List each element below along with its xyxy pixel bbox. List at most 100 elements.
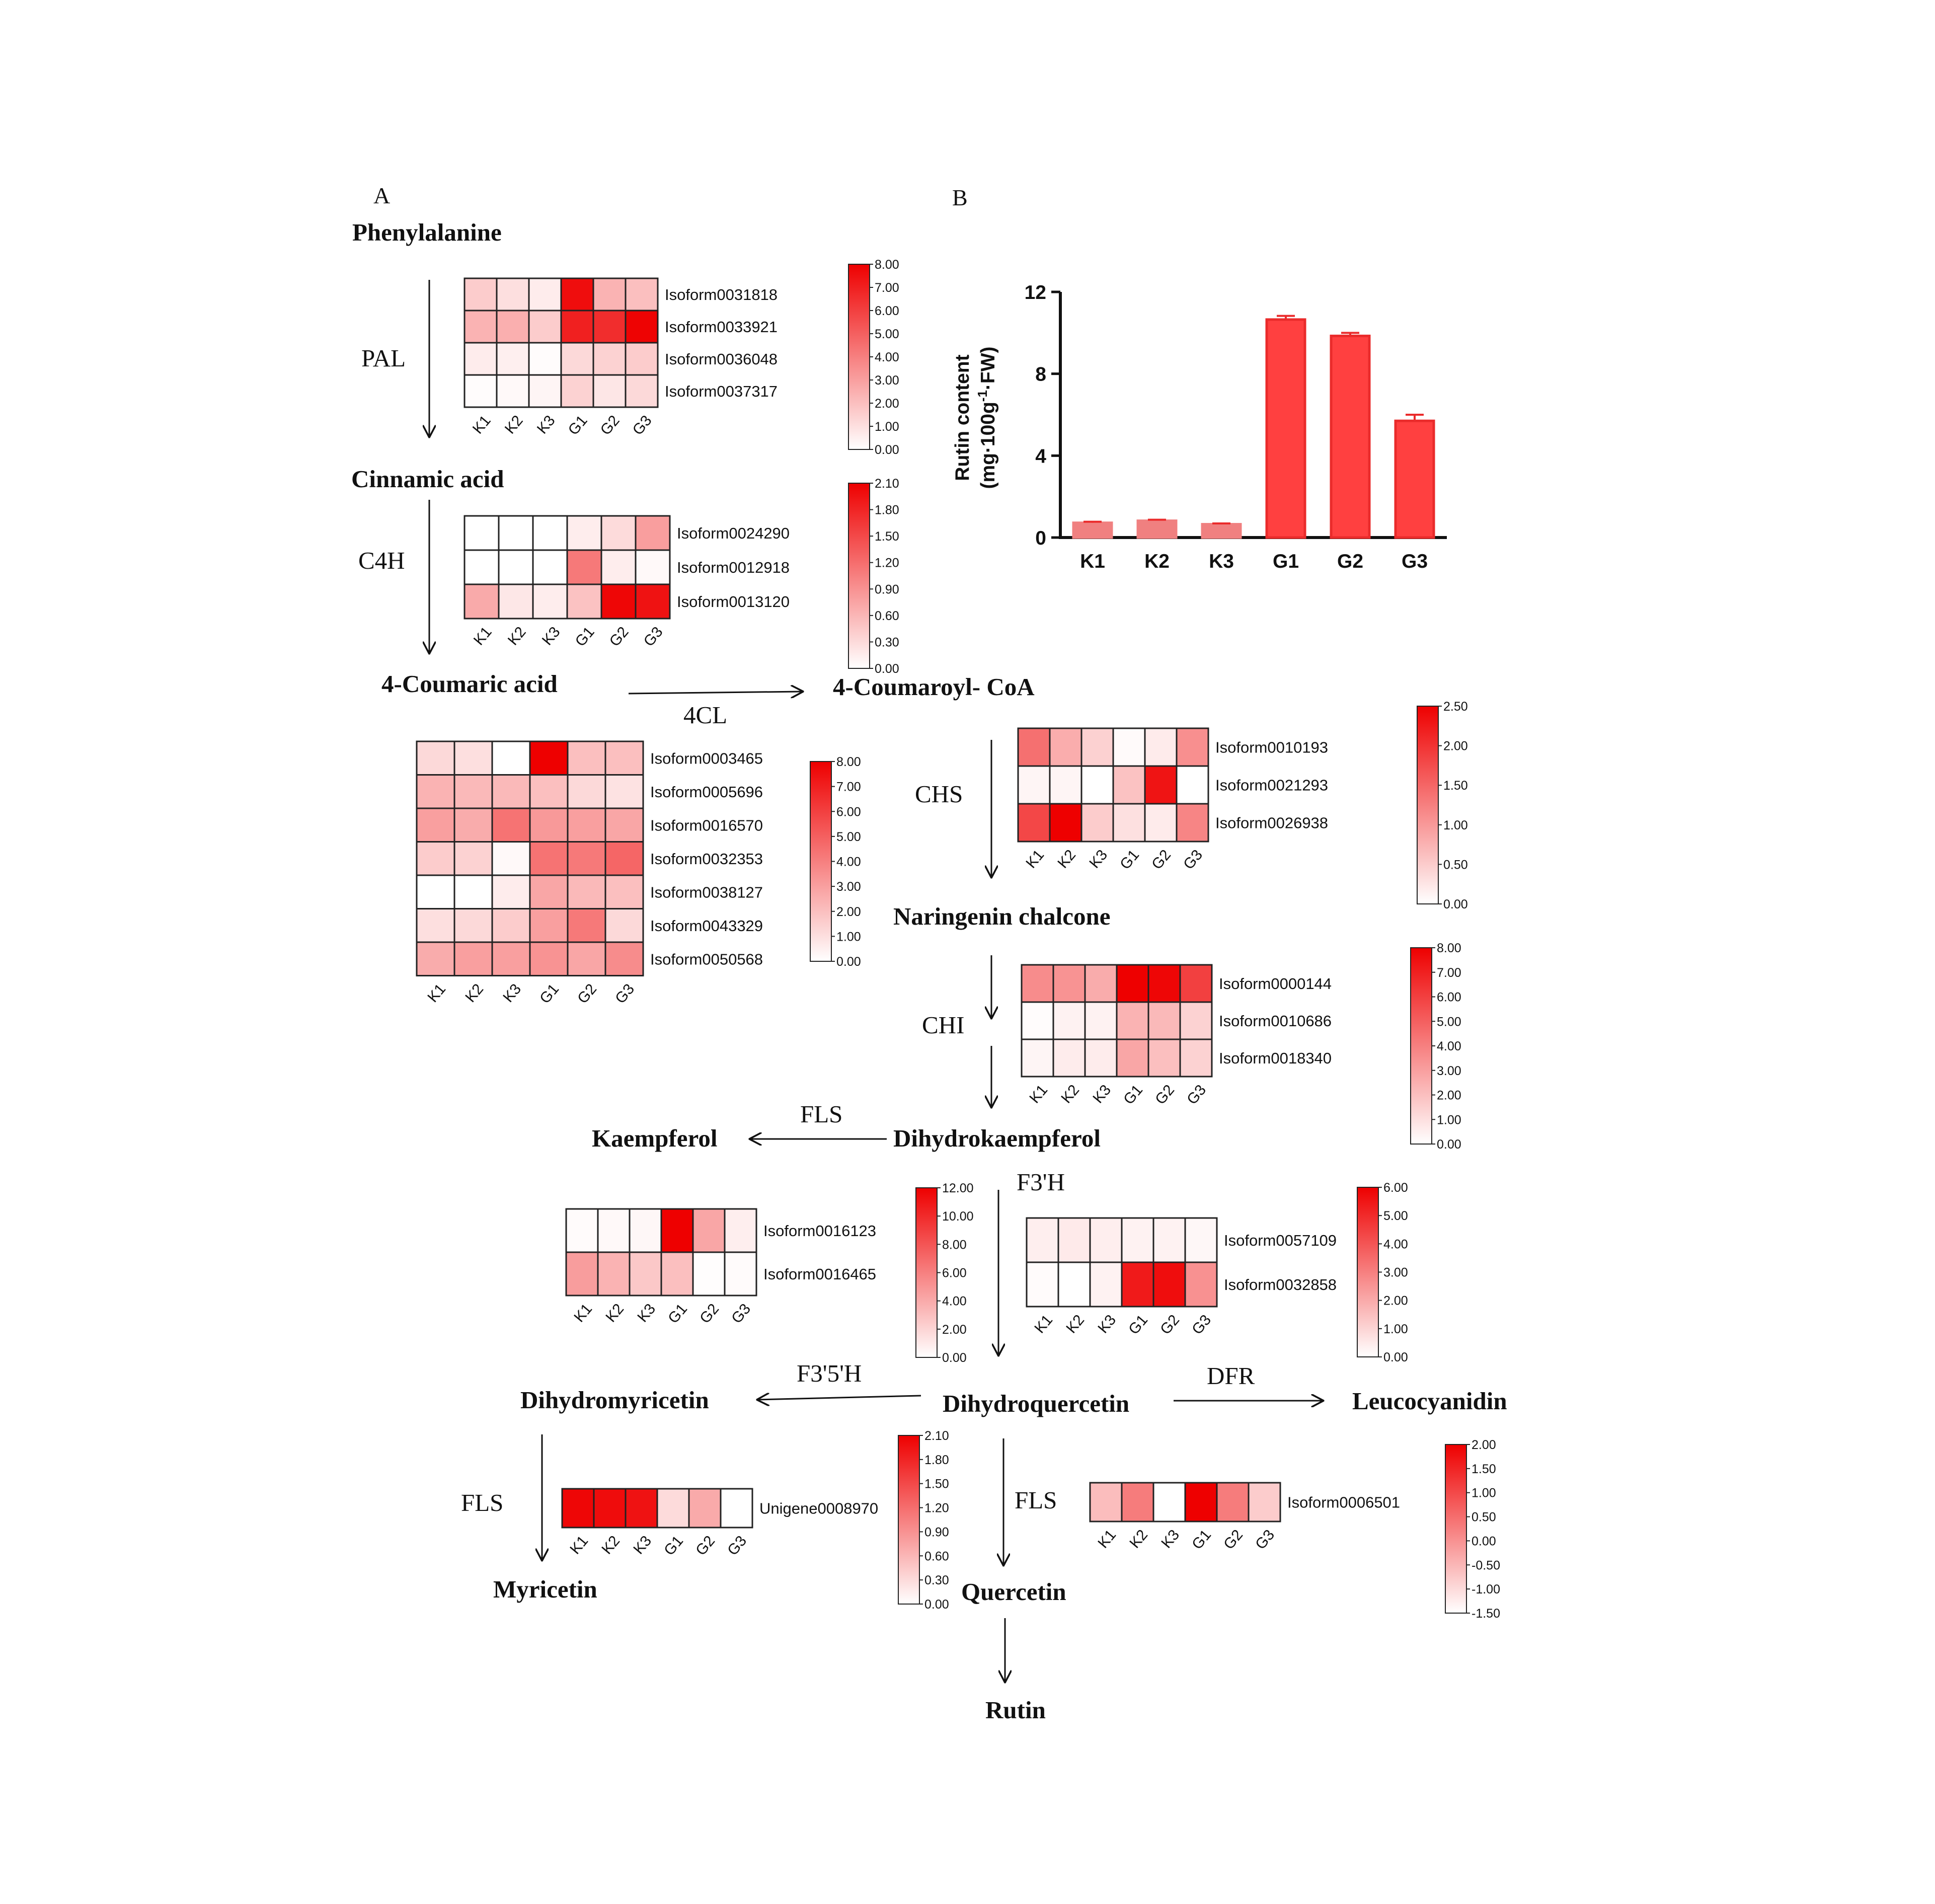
- sample-label: G3: [728, 1301, 754, 1327]
- gene-label: Isoform0018340: [1219, 1049, 1332, 1067]
- heat-cell: [567, 740, 606, 776]
- heat-cell: [625, 1488, 658, 1529]
- heat-cell: [1144, 727, 1178, 767]
- heat-cell: [463, 342, 498, 376]
- scale-tick-label: 2.00: [1472, 1438, 1496, 1452]
- heat-cell: [496, 277, 530, 312]
- heat-cell: [625, 342, 659, 376]
- heat-cell: [604, 941, 644, 976]
- heat-cell: [604, 841, 644, 876]
- heat-cell: [453, 841, 493, 876]
- color-scale-bar: [898, 1435, 920, 1605]
- sample-label: G1: [661, 1533, 686, 1559]
- heat-cell: [416, 807, 455, 843]
- heat-cell: [560, 277, 594, 312]
- scale-tick-label: 1.00: [1437, 1113, 1461, 1127]
- bar: [1136, 519, 1178, 539]
- sample-label: G3: [1252, 1527, 1278, 1553]
- enzyme-fls-myricetin: FLS: [461, 1489, 503, 1516]
- heat-cell: [1049, 803, 1082, 843]
- compound-dihydrokaempferol: Dihydrokaempferol: [893, 1124, 1101, 1152]
- heat-cell: [1121, 1261, 1154, 1308]
- heat-cell: [498, 515, 534, 551]
- scale-tick-label: 0.60: [875, 609, 899, 623]
- arrow-dihydroquercetin-dihydromyricetin: [757, 1396, 921, 1400]
- heat-cell: [593, 1488, 627, 1529]
- sample-label: G2: [574, 981, 600, 1007]
- sample-label: G1: [1125, 1312, 1151, 1338]
- color-scale-bar: [848, 483, 870, 669]
- chart-ylabel-line1: Rutin content: [952, 354, 973, 481]
- heat-cell: [688, 1488, 722, 1529]
- heat-cell: [566, 515, 602, 551]
- compound-dihydroquercetin: Dihydroquercetin: [943, 1390, 1129, 1417]
- scale-tick-label: 2.50: [1443, 700, 1468, 714]
- heat-cell: [1116, 1038, 1149, 1078]
- heat-cell: [1021, 1038, 1054, 1078]
- heat-cell: [463, 277, 498, 312]
- x-tick-label: G2: [1337, 551, 1363, 572]
- heat-cell: [1144, 803, 1178, 843]
- heat-cell: [1152, 1261, 1186, 1308]
- heat-cell: [1112, 803, 1146, 843]
- heat-cell: [1112, 765, 1146, 805]
- heat-cell: [625, 310, 659, 344]
- heat-cell: [1089, 1217, 1123, 1263]
- scale-tick-label: 0.90: [924, 1525, 949, 1539]
- x-tick-label: K2: [1144, 551, 1170, 572]
- sample-label: K3: [500, 981, 524, 1006]
- sample-label: G2: [1152, 1082, 1178, 1108]
- compound-4-coumaric-acid: 4-Coumaric acid: [381, 670, 558, 698]
- scale-tick-label: 3.00: [1383, 1266, 1408, 1280]
- heat-cell: [1080, 803, 1114, 843]
- heat-cell: [592, 342, 627, 376]
- compound-rutin: Rutin: [985, 1696, 1046, 1724]
- scale-tick-label: 1.20: [875, 556, 899, 570]
- heat-cell: [566, 583, 602, 620]
- heat-cell: [528, 310, 562, 344]
- heat-cell: [1116, 1001, 1149, 1040]
- heat-cell: [604, 874, 644, 909]
- heat-cell: [496, 310, 530, 344]
- heat-cell: [529, 941, 569, 976]
- scale-tick-label: 0.00: [942, 1351, 967, 1365]
- sample-label: G2: [1157, 1312, 1183, 1338]
- scale-tick-label: 0.60: [924, 1549, 949, 1563]
- compound-kaempferol: Kaempferol: [592, 1124, 717, 1152]
- sample-label: K3: [1090, 1082, 1114, 1106]
- gene-label: Isoform0000144: [1219, 975, 1332, 993]
- heat-cell: [1216, 1482, 1250, 1522]
- heat-cell: [529, 841, 569, 876]
- scale-tick-label: 3.00: [1437, 1064, 1461, 1078]
- scale-tick-label: 7.00: [836, 780, 861, 794]
- sample-label: K2: [462, 981, 487, 1006]
- heat-cell: [453, 807, 493, 843]
- scale-tick-label: 0.00: [1443, 897, 1468, 911]
- heat-cell: [1179, 964, 1213, 1003]
- scale-tick-label: 5.00: [1437, 1015, 1461, 1029]
- heat-cell: [416, 740, 455, 776]
- gene-label: Isoform0010686: [1219, 1012, 1332, 1030]
- enzyme-fls-kaempferol: FLS: [800, 1100, 842, 1128]
- heat-cell: [1089, 1482, 1123, 1522]
- sample-label: G3: [724, 1533, 750, 1559]
- sample-label: G3: [612, 981, 638, 1007]
- rutin-bar-chart: Rutin content (mg·100g-1·FW) 12 8 4 0 K1 K2 K3…: [952, 282, 1447, 572]
- scale-tick-label: 2.00: [1437, 1089, 1461, 1103]
- heatmap-f3h: Isoform0057109 Isoform0032858 K1 K2 K3 G1 G2 G3…: [1026, 1181, 1408, 1364]
- scale-tick-label: 6.00: [1383, 1181, 1408, 1195]
- x-tick-label: K3: [1209, 551, 1234, 572]
- bar: [1201, 523, 1242, 539]
- heat-cell: [604, 774, 644, 809]
- enzyme-c4h: C4H: [358, 547, 405, 574]
- scale-tick-label: 0.30: [875, 635, 899, 649]
- heat-cell: [1084, 1038, 1118, 1078]
- sample-label: K1: [470, 412, 494, 437]
- scale-tick-label: 3.00: [875, 373, 899, 388]
- heat-cell: [692, 1251, 726, 1297]
- compound-myricetin: Myricetin: [493, 1575, 597, 1603]
- chart-ylabel-line2: (mg·100g-1·FW): [975, 346, 999, 489]
- gene-label: Isoform0016465: [763, 1265, 876, 1283]
- scale-tick-label: 0.00: [924, 1597, 949, 1612]
- x-tick-label: G3: [1402, 551, 1428, 572]
